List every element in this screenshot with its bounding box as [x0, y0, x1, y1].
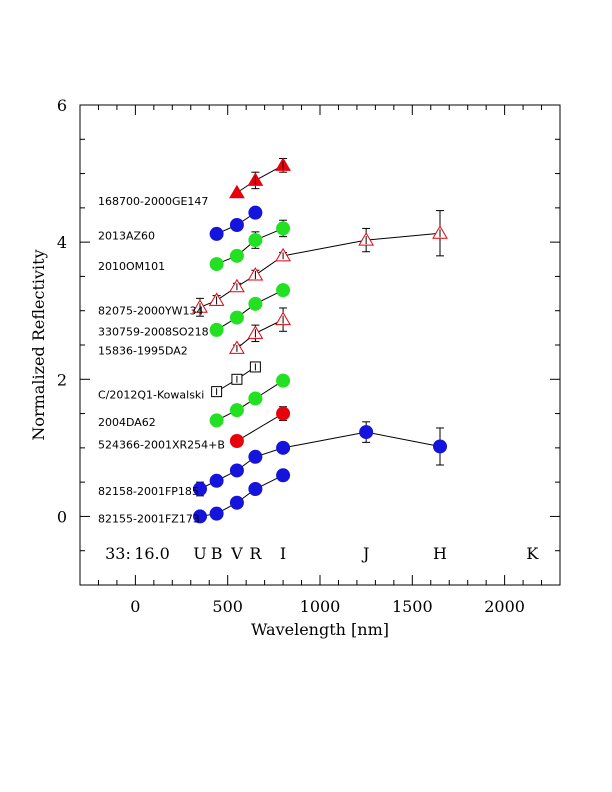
series-line — [216, 227, 284, 265]
data-point — [276, 406, 291, 421]
data-point — [248, 449, 263, 464]
footer-value: 16.0 — [134, 544, 170, 563]
data-point — [193, 482, 207, 496]
y-tick-labels: 0 2 4 6 — [57, 96, 67, 526]
series-label: C/2012Q1-Kowalski — [98, 388, 204, 401]
data-point — [359, 425, 374, 440]
band-label: H — [433, 544, 447, 563]
series-label: 15836-1995DA2 — [98, 344, 188, 357]
series — [209, 283, 291, 337]
series — [209, 219, 291, 272]
data-point — [193, 509, 207, 524]
data-point — [248, 482, 263, 496]
series — [209, 205, 263, 241]
data-point — [209, 413, 224, 428]
series-line — [216, 380, 284, 421]
band-label: U — [193, 544, 206, 563]
x-tick-label: 500 — [212, 597, 243, 616]
data-point — [276, 283, 291, 298]
x-tick-label: 1000 — [300, 597, 341, 616]
series — [211, 361, 261, 398]
series-label: 330759-2008SO218 — [98, 325, 209, 338]
data-point — [229, 495, 244, 510]
data-point — [209, 257, 224, 272]
band-label: I — [280, 544, 286, 563]
x-tick-label: 0 — [130, 597, 140, 616]
data-point — [229, 403, 244, 418]
series — [193, 421, 447, 497]
data-point — [248, 205, 263, 220]
x-axis-label: Wavelength [nm] — [251, 620, 389, 639]
data-point — [229, 463, 244, 478]
data-point — [276, 468, 291, 483]
series — [209, 373, 291, 428]
series — [229, 406, 291, 448]
data-point — [276, 373, 291, 388]
data-point — [209, 506, 224, 521]
series-label: 2004DA62 — [98, 416, 156, 429]
series-label: 524366-2001XR254+B — [98, 438, 225, 451]
band-label: K — [526, 544, 539, 563]
data-point — [229, 218, 244, 232]
data-point — [209, 226, 224, 241]
x-tick-label: 1500 — [392, 597, 433, 616]
data-point — [229, 184, 245, 199]
data-point — [229, 434, 244, 448]
y-tick-label: 4 — [57, 233, 67, 252]
series-label: 2013AZ60 — [98, 229, 155, 242]
data-point — [209, 322, 224, 337]
data-point — [248, 391, 263, 406]
series-label: 82158-2001FP185 — [98, 485, 199, 498]
axis-ticks — [80, 104, 561, 586]
x-tick-label: 2000 — [484, 597, 525, 616]
series-layer — [192, 157, 448, 524]
band-label: J — [361, 544, 369, 563]
series-label: 2010OM101 — [98, 260, 165, 273]
series-label: 168700-2000GE147 — [98, 195, 208, 208]
object-labels: 168700-2000GE147 2013AZ60 2010OM101 82075-2… — [98, 195, 225, 525]
data-point — [248, 233, 263, 248]
footer-number: 33: — [105, 544, 131, 563]
data-point — [276, 221, 291, 236]
y-tick-label: 0 — [57, 507, 67, 526]
series — [193, 468, 291, 524]
data-point — [229, 310, 244, 325]
x-tick-labels: 0 500 1000 1500 2000 — [130, 597, 525, 616]
series — [229, 307, 291, 354]
data-point — [433, 439, 447, 454]
data-point — [248, 296, 263, 311]
band-label: R — [249, 544, 262, 563]
band-label: V — [230, 544, 243, 563]
data-point — [229, 248, 244, 263]
y-tick-label: 2 — [57, 370, 67, 389]
series-label: 82155-2001FZ173 — [98, 512, 200, 525]
series-line — [199, 232, 441, 308]
series-label: 82075-2000YW134 — [98, 305, 204, 318]
series — [192, 210, 448, 317]
series-line — [236, 413, 284, 442]
data-point — [276, 440, 291, 455]
data-point — [209, 473, 224, 488]
y-tick-label: 6 — [57, 96, 67, 115]
series — [229, 157, 291, 199]
band-label: B — [211, 544, 223, 563]
y-axis-label: Normalized Reflectivity — [29, 249, 48, 440]
series-line — [216, 289, 284, 331]
